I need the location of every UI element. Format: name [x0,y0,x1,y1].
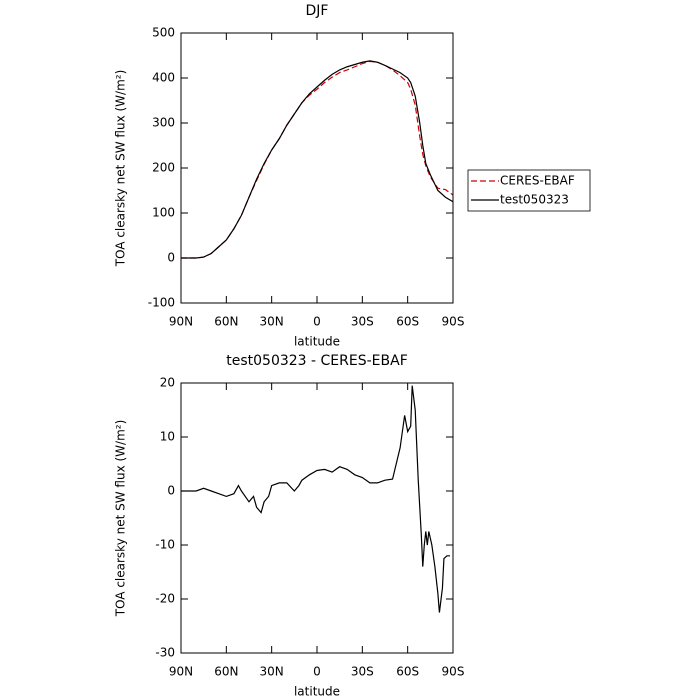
y-axis-label: TOA clearsky net SW flux (W/m²) [114,420,128,618]
data-line [181,60,454,259]
y-tick-label: 300 [152,116,175,130]
x-tick-label: 90S [442,315,465,329]
y-tick-label: 200 [152,161,175,175]
x-tick-label: 0 [313,315,321,329]
legend-label: test050323 [500,193,569,207]
x-axis-label: latitude [294,335,340,349]
x-tick-label: 90N [169,665,193,679]
y-tick-label: 10 [160,430,175,444]
chart-title: DJF [306,3,329,19]
y-axis-label: TOA clearsky net SW flux (W/m²) [114,70,128,268]
x-tick-label: 90S [442,665,465,679]
y-tick-label: -10 [155,538,175,552]
y-tick-label: -30 [155,646,175,660]
chart-title: test050323 - CERES-EBAF [226,353,408,369]
y-tick-label: -100 [148,296,175,310]
x-tick-label: 60N [214,315,238,329]
x-tick-label: 60S [396,315,419,329]
y-tick-label: -20 [155,592,175,606]
x-tick-label: 30N [260,665,284,679]
x-tick-label: 60N [214,665,238,679]
y-tick-label: 400 [152,71,175,85]
x-tick-label: 60S [396,665,419,679]
plot-frame [180,32,454,304]
y-tick-label: 500 [152,26,175,40]
legend-label: CERES-EBAF [500,174,575,188]
x-tick-label: 30N [260,315,284,329]
x-tick-label: 0 [313,665,321,679]
x-tick-label: 90N [169,315,193,329]
x-tick-label: 30S [351,315,374,329]
data-line [181,385,450,613]
data-line [181,60,454,259]
legend-box [467,169,591,212]
y-tick-label: 0 [167,484,175,498]
y-tick-label: 20 [160,376,175,390]
x-tick-label: 30S [351,665,374,679]
y-tick-label: 100 [152,206,175,220]
y-tick-label: 0 [167,251,175,265]
plot-frame [180,382,454,654]
x-axis-label: latitude [294,685,340,699]
